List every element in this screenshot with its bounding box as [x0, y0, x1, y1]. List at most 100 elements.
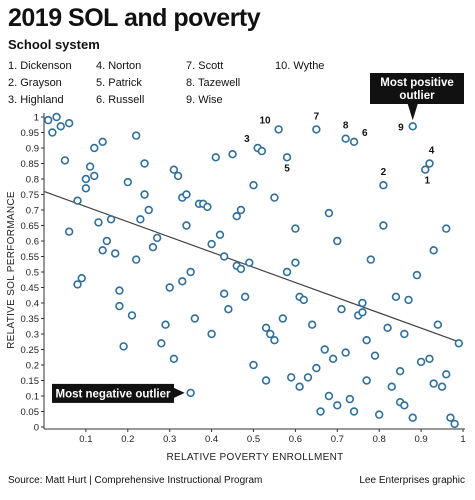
data-point	[236, 205, 246, 215]
data-point	[173, 171, 183, 181]
data-point	[148, 243, 158, 252]
data-point	[136, 215, 145, 224]
data-point	[85, 162, 95, 171]
callout-pointer-negative	[174, 387, 185, 398]
data-point	[157, 339, 166, 348]
data-point	[81, 174, 91, 184]
data-point	[211, 153, 220, 162]
data-point	[52, 112, 61, 122]
data-point	[429, 246, 438, 255]
data-point	[182, 190, 191, 199]
data-point	[341, 348, 350, 357]
data-point	[433, 320, 443, 329]
data-point	[64, 118, 74, 128]
y-tick-label: 0	[34, 423, 39, 434]
y-tick-label: 0.6	[26, 237, 39, 248]
key-item-3: 3. Highland	[8, 94, 64, 106]
y-tick-label: 0.55	[21, 252, 40, 263]
data-point	[56, 122, 65, 131]
y-tick-label: 0.75	[21, 190, 40, 201]
data-point	[131, 255, 141, 264]
data-point	[161, 320, 170, 329]
key-item-9: 9. Wise	[186, 94, 223, 106]
data-point	[395, 367, 405, 376]
y-tick-label: 0.9	[26, 144, 39, 155]
data-point	[73, 280, 82, 289]
data-point	[446, 413, 455, 422]
x-tick-label: 0.6	[289, 434, 302, 445]
x-tick-label: 0.8	[373, 434, 386, 445]
data-point	[421, 165, 430, 174]
callout-text-positive: Most positive	[380, 77, 453, 89]
data-point	[257, 146, 267, 156]
y-tick-label: 0.8	[26, 175, 39, 186]
data-point	[98, 137, 107, 147]
data-point	[349, 137, 359, 147]
x-tick-label: 0.5	[247, 434, 260, 445]
data-point	[94, 218, 103, 227]
data-point	[119, 342, 128, 351]
data-point	[48, 128, 57, 137]
data-point	[442, 224, 451, 233]
x-tick-label: 0.9	[414, 434, 427, 445]
data-point	[282, 267, 292, 277]
callout-pointer-positive	[407, 104, 418, 121]
data-point	[291, 258, 300, 267]
y-tick-label: 0.35	[21, 314, 40, 325]
data-point	[115, 301, 124, 311]
key-item-8: 8. Tazewell	[186, 77, 241, 89]
data-point	[144, 205, 153, 215]
school-label-5: 5	[284, 163, 290, 174]
data-point	[219, 252, 229, 261]
data-point	[178, 277, 187, 286]
data-point	[274, 125, 283, 134]
data-point	[442, 370, 451, 379]
data-point	[391, 292, 401, 301]
data-point	[295, 382, 304, 391]
school-label-8: 8	[343, 121, 349, 132]
callout-text-negative: Most negative outlier	[55, 388, 171, 400]
school-label-3: 3	[244, 134, 250, 145]
data-point	[362, 376, 371, 385]
data-point	[345, 394, 355, 404]
data-point	[102, 236, 112, 246]
data-point	[240, 292, 250, 301]
data-point	[408, 122, 417, 131]
data-point	[328, 354, 338, 363]
data-point	[203, 202, 212, 212]
x-tick-label: 1	[460, 434, 465, 445]
data-point	[270, 336, 279, 345]
y-tick-label: 0.95	[21, 128, 40, 139]
key-item-2: 2. Grayson	[8, 77, 62, 89]
data-point	[140, 190, 149, 199]
source-note: Source: Matt Hurt | Comprehensive Instru…	[8, 475, 263, 486]
data-point	[228, 150, 237, 159]
data-point	[266, 329, 275, 339]
data-point	[379, 221, 388, 230]
data-point	[333, 236, 342, 246]
y-tick-label: 0.1	[26, 392, 39, 403]
school-label-6: 6	[362, 128, 368, 139]
data-point	[224, 305, 233, 314]
data-point	[165, 283, 174, 292]
school-label-7: 7	[314, 111, 320, 122]
data-point	[316, 407, 325, 416]
y-tick-label: 0.65	[21, 221, 40, 232]
data-point	[412, 270, 422, 280]
data-point	[81, 184, 91, 193]
data-point	[186, 388, 195, 398]
x-axis-title: RELATIVE POVERTY ENROLLMENT	[166, 452, 343, 463]
school-label-10: 10	[260, 115, 272, 126]
data-point	[450, 419, 459, 429]
x-tick-label: 0.2	[121, 434, 134, 445]
data-point	[429, 379, 438, 388]
y-tick-label: 0.5	[26, 268, 39, 279]
data-point	[249, 181, 258, 190]
data-point	[454, 339, 464, 348]
data-point	[303, 373, 313, 382]
data-point	[282, 153, 292, 162]
trend-line	[43, 190, 464, 344]
data-point	[379, 181, 388, 190]
key-item-6: 6. Russell	[96, 94, 145, 106]
y-tick-label: 0.7	[26, 206, 39, 217]
